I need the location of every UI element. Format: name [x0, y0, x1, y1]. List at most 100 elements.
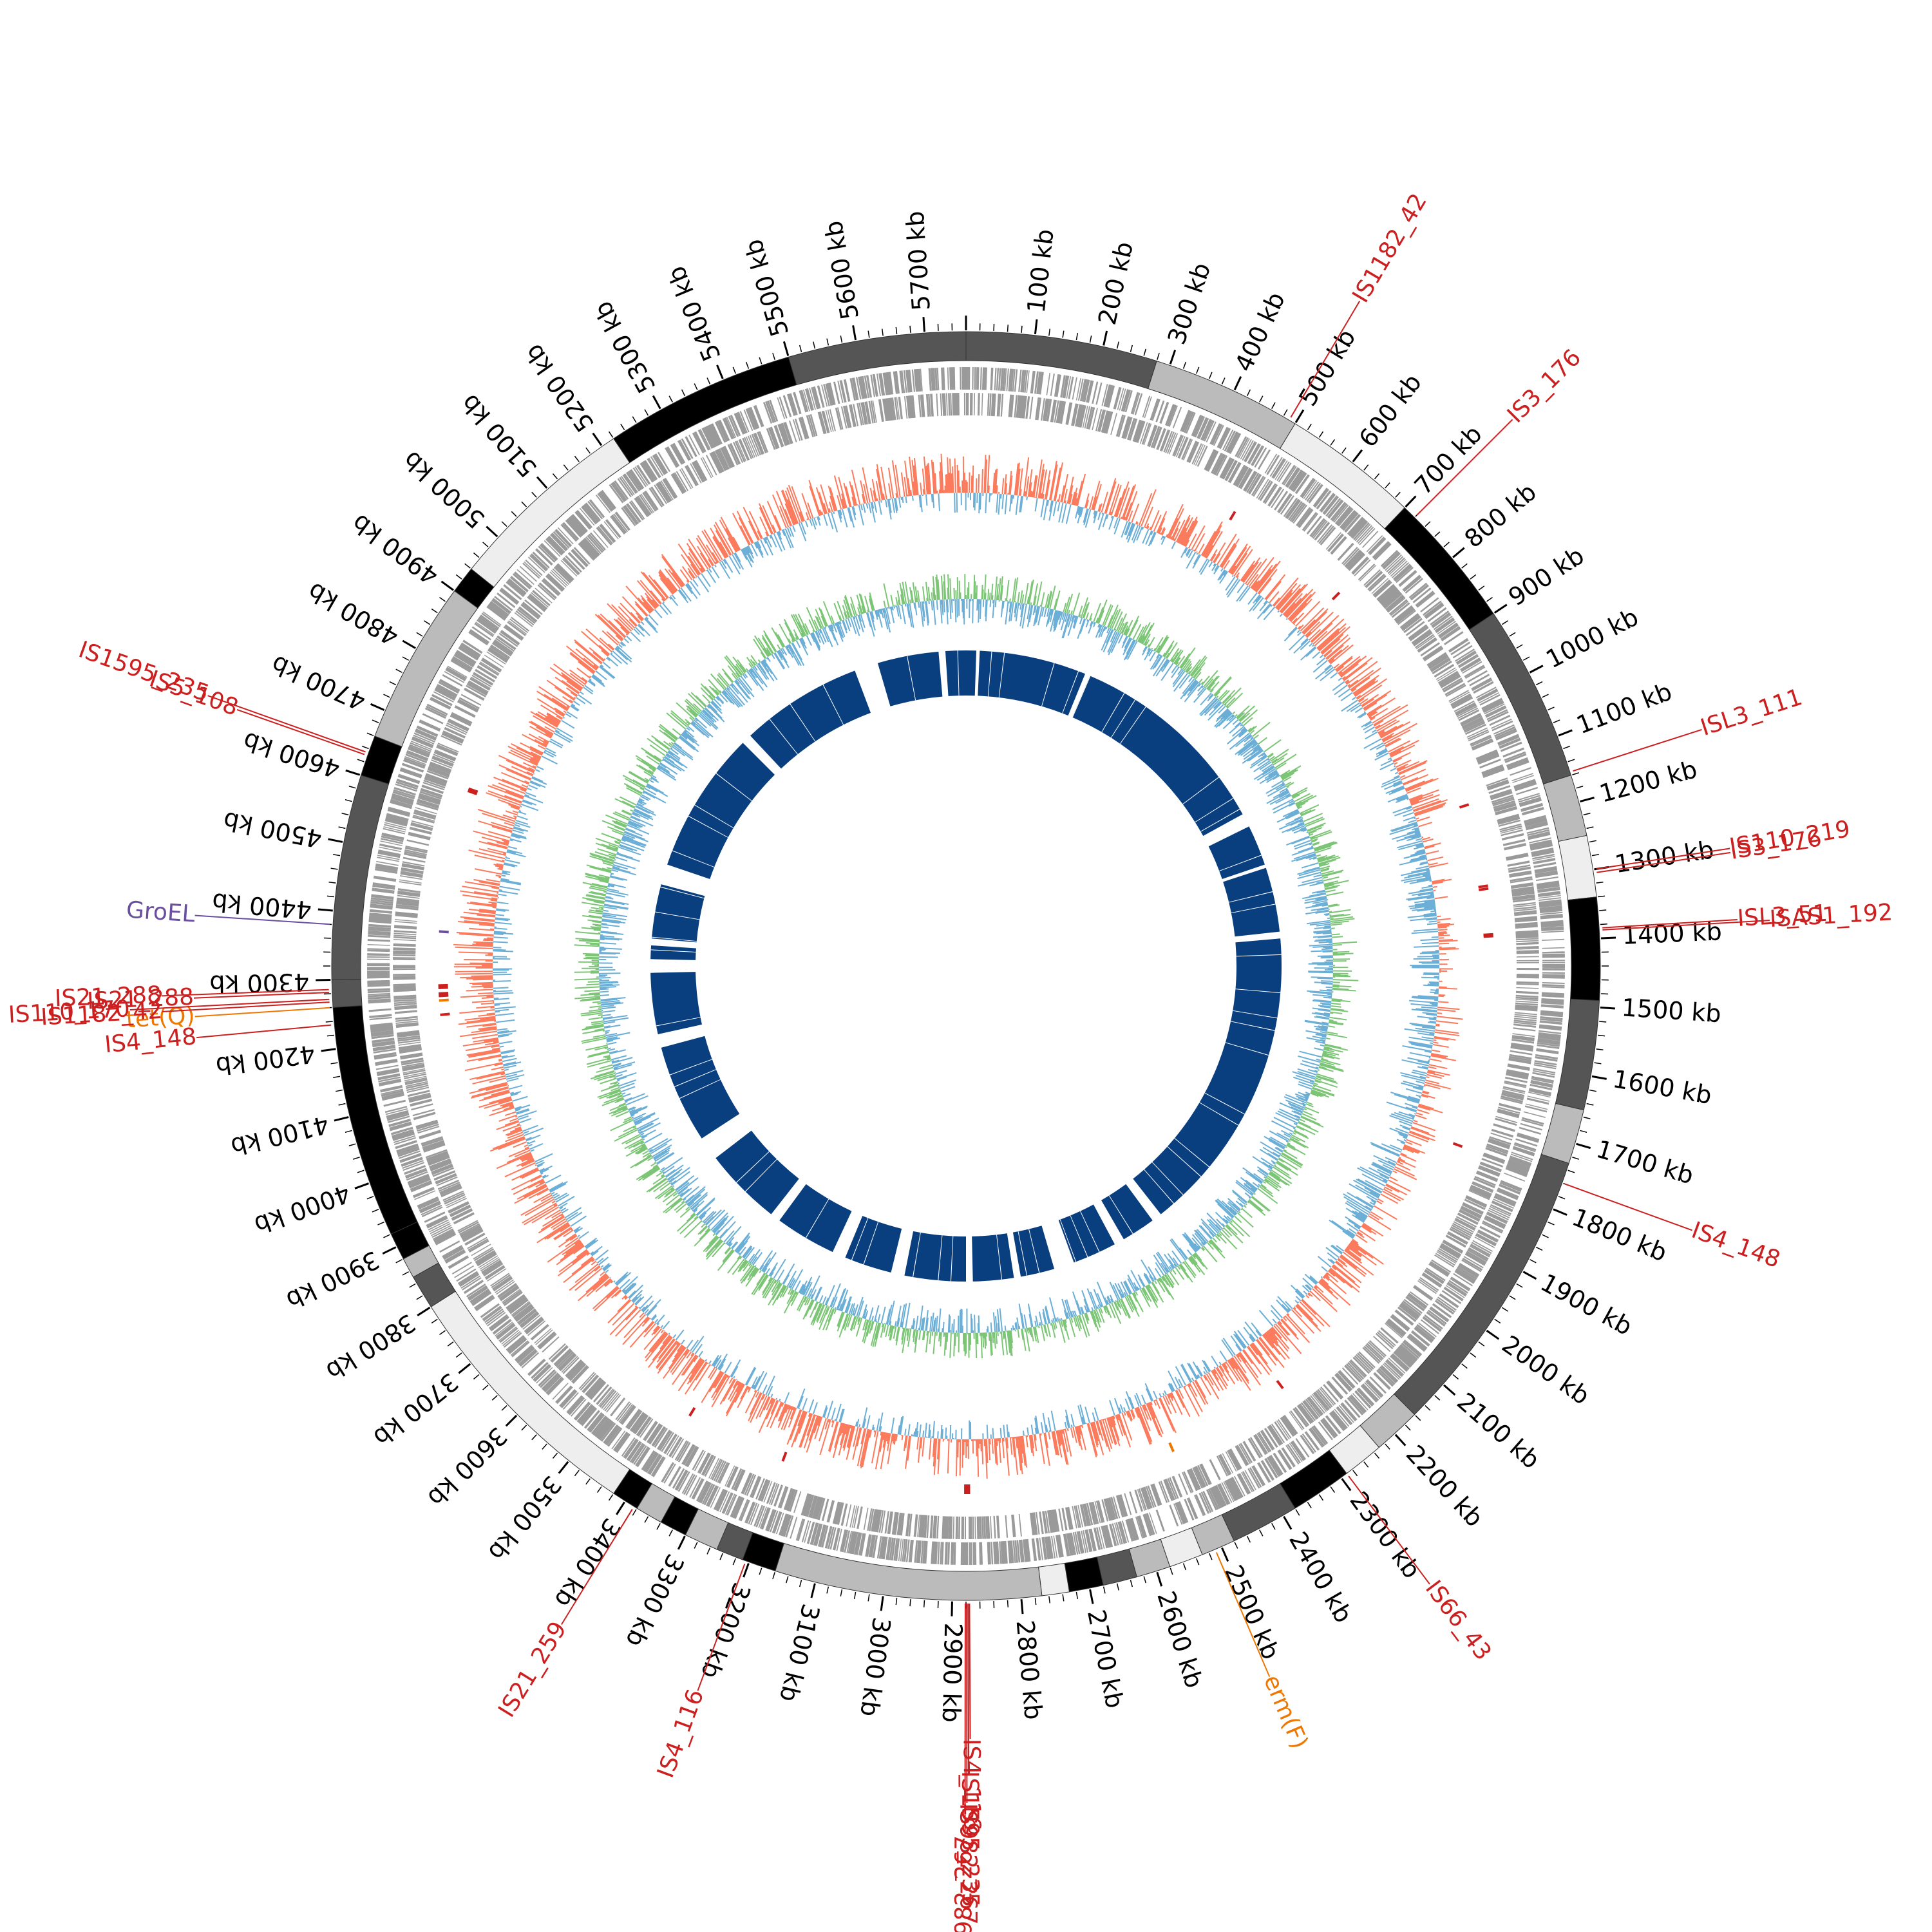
gc-content-bar: [656, 1314, 665, 1325]
cds-mark: [403, 853, 426, 859]
gc-content-bar: [1428, 981, 1439, 983]
gc-content-bar: [484, 1041, 499, 1046]
gc-content-bar: [603, 1279, 612, 1287]
cds-mark: [1186, 412, 1196, 434]
cds-mark: [378, 1076, 401, 1083]
cds-mark: [908, 1513, 913, 1537]
cds-mark: [1477, 1229, 1499, 1242]
cds-mark: [795, 1519, 804, 1541]
cds-mark: [941, 1542, 944, 1565]
cds-mark: [876, 1510, 882, 1533]
gc-content-bar: [891, 1417, 895, 1434]
cds-mark: [1219, 457, 1232, 478]
gc-content-bar: [1376, 719, 1397, 732]
cds-mark: [594, 1417, 610, 1437]
cds-mark: [1319, 1387, 1335, 1406]
gc-content-bar: [1004, 494, 1008, 515]
gc-content-bar: [491, 1047, 500, 1050]
gc-content-bar: [933, 1421, 935, 1439]
gc-content-bar: [1405, 1106, 1417, 1112]
cds-mark: [393, 965, 416, 966]
cds-mark: [1534, 868, 1558, 874]
cds-mark: [701, 1454, 713, 1475]
gc-content-bar: [1416, 849, 1425, 853]
cds-mark: [1482, 1220, 1504, 1233]
cds-mark: [393, 985, 416, 989]
gc-content-bar: [1279, 613, 1283, 617]
cds-mark: [532, 551, 550, 569]
cds-mark: [614, 480, 629, 500]
scale-tick: [361, 745, 369, 750]
cds-mark: [1119, 388, 1126, 411]
cds-mark: [674, 1469, 687, 1490]
gc-content-bar: [654, 1318, 659, 1323]
scale-tick-label: 2600 kb: [1151, 1587, 1209, 1691]
contig-segment: [1542, 775, 1587, 842]
cds-mark: [1502, 747, 1525, 758]
gc-content-bar: [1390, 744, 1416, 758]
gc-content-bar: [1316, 628, 1340, 649]
gc-content-bar: [1436, 915, 1441, 918]
cds-mark: [455, 650, 477, 665]
contig-segment: [1037, 1562, 1070, 1596]
cds-mark: [583, 537, 600, 556]
cds-mark: [531, 1361, 549, 1379]
cds-mark: [1321, 494, 1336, 513]
cds-mark: [639, 494, 653, 514]
gc-content-bar: [1159, 1393, 1162, 1398]
cds-mark: [1034, 371, 1039, 394]
cds-mark: [911, 369, 916, 392]
cds-mark: [1214, 454, 1226, 476]
cds-mark: [1470, 1186, 1492, 1198]
gc-content-bar: [1113, 1397, 1121, 1414]
cds-mark: [1172, 434, 1183, 457]
gc-content-bar: [1350, 1240, 1384, 1265]
gc-content-bar: [459, 933, 494, 937]
gc-content-bar: [1385, 1157, 1397, 1164]
cds-mark: [1251, 1466, 1264, 1486]
gc-content-bar: [1245, 583, 1247, 585]
gc-content-bar: [1057, 1430, 1061, 1446]
gc-content-bar: [712, 1371, 724, 1388]
cds-mark: [567, 1361, 585, 1380]
gc-content-bar: [1437, 1009, 1456, 1012]
gc-content-bar: [1195, 1379, 1206, 1399]
gc-content-bar: [726, 1375, 730, 1378]
cds-mark: [1126, 417, 1136, 440]
cds-mark: [659, 481, 672, 502]
gc-content-bar: [524, 1204, 558, 1226]
cds-mark: [599, 1389, 616, 1408]
cds-mark: [806, 415, 814, 437]
cds-mark: [1365, 571, 1383, 589]
gc-content-bar: [476, 1005, 495, 1009]
scale-tick: [531, 491, 537, 498]
gc-content-bar: [1079, 1425, 1086, 1450]
gc-content-bar: [504, 1065, 516, 1069]
scale-tick: [759, 1567, 762, 1575]
cds-mark: [793, 1491, 802, 1513]
gc-content-bar: [464, 918, 495, 922]
gc-content-bar: [1425, 1079, 1439, 1084]
scale-tick: [745, 361, 750, 369]
cds-mark: [867, 1508, 873, 1531]
scale-tick: [383, 1234, 390, 1238]
cds-mark: [1115, 1495, 1124, 1518]
cds-mark: [1338, 1370, 1356, 1388]
cds-mark: [496, 1281, 515, 1295]
cds-mark: [743, 409, 753, 431]
gc-content-bar: [1021, 1435, 1026, 1466]
cds-mark: [1320, 1419, 1337, 1439]
gc-content-bar: [1050, 1410, 1056, 1431]
gc-content-bar: [1390, 821, 1417, 831]
gc-content-bar: [1400, 1152, 1407, 1157]
cds-mark: [1338, 508, 1354, 527]
cds-mark: [643, 460, 658, 481]
scale-tick-label: 300 kb: [1162, 259, 1217, 348]
gc-content-bar: [600, 1271, 605, 1276]
cds-mark: [749, 406, 760, 429]
cds-mark: [494, 596, 513, 611]
cds-mark: [1511, 888, 1535, 894]
gc-content-bar: [1309, 629, 1321, 641]
cds-mark: [439, 1183, 461, 1194]
gc-content-bar: [489, 1096, 511, 1104]
